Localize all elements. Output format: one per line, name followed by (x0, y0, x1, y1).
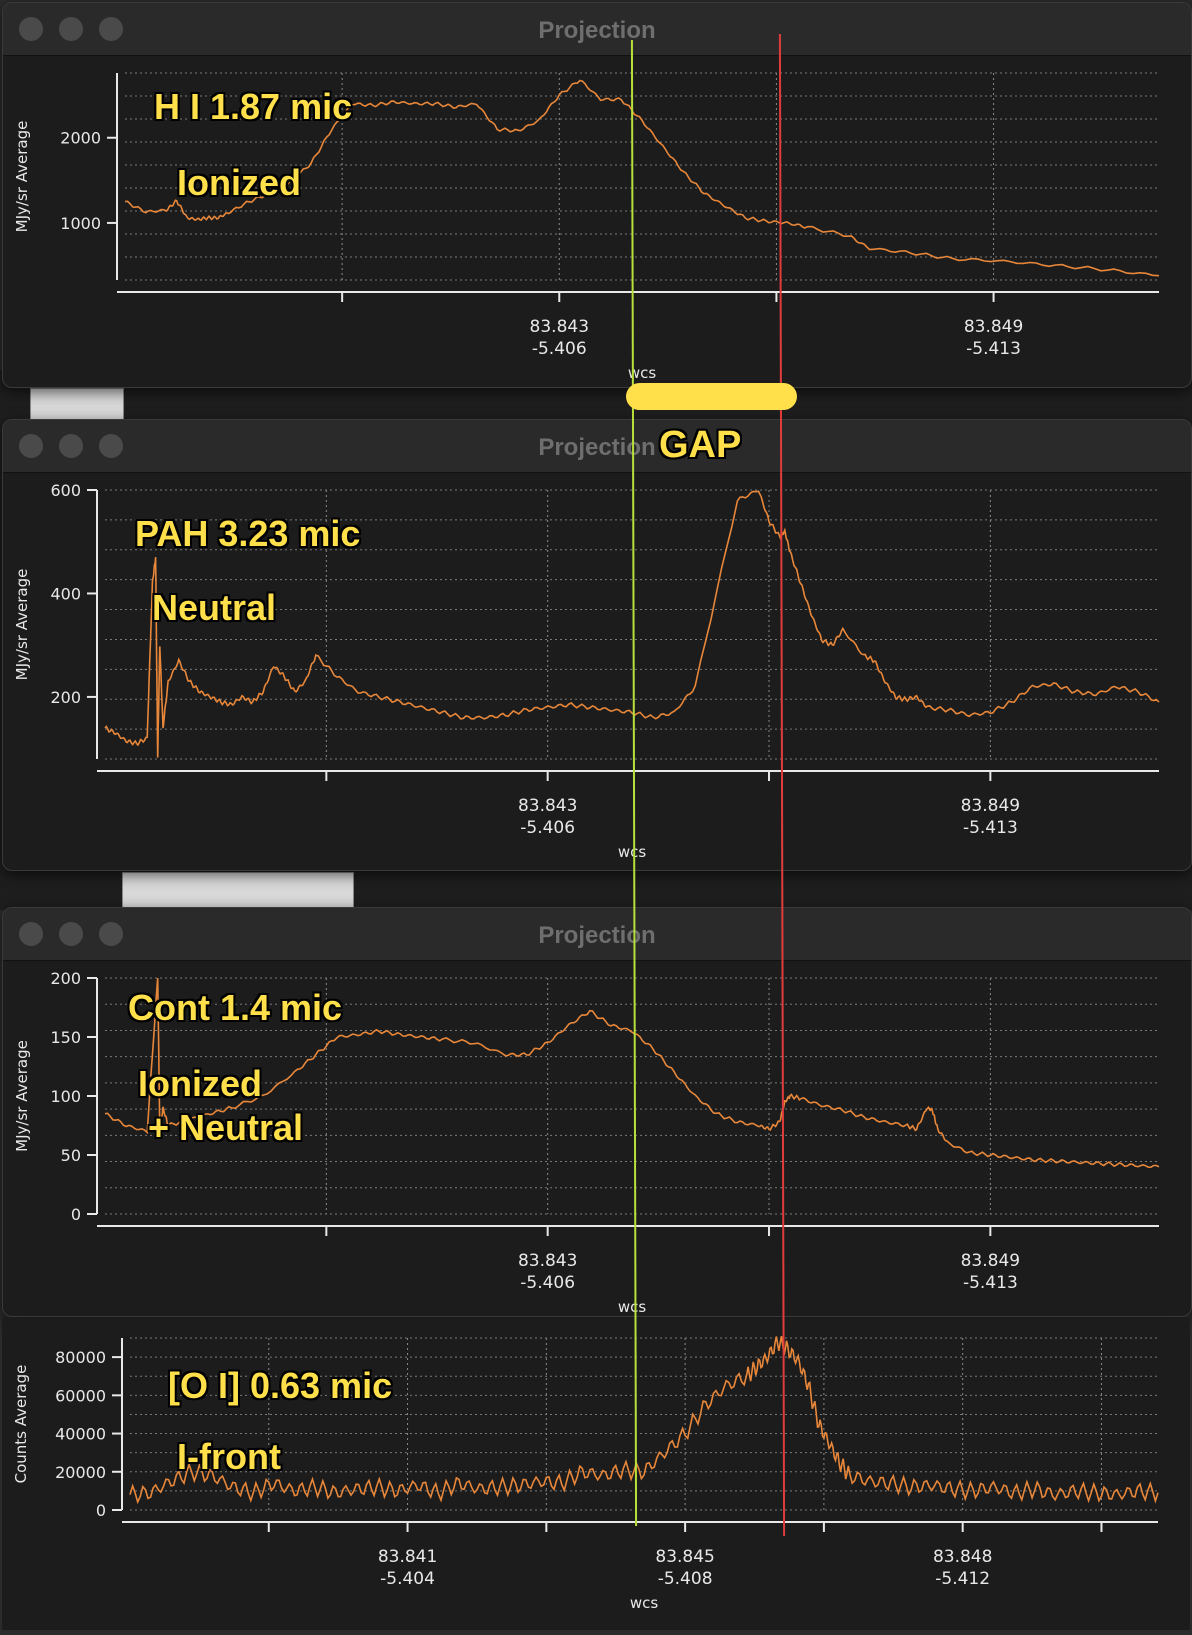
y-tick-label: 0 (71, 1205, 81, 1224)
y-tick-label: 1000 (60, 214, 101, 233)
zoom-button[interactable] (99, 17, 123, 41)
window-title: Projection (538, 922, 656, 949)
y-tick-label: 600 (50, 481, 81, 500)
close-button[interactable] (19, 17, 43, 41)
y-tick-label: 2000 (60, 129, 101, 148)
x-tick-label: -5.412 (935, 1569, 990, 1589)
y-axis-label: MJy/sr Average (13, 121, 31, 233)
data-series-line (104, 490, 1160, 758)
zoom-button[interactable] (99, 434, 123, 458)
minimize-button[interactable] (59, 434, 83, 458)
projection-window-2[interactable]: Projection 200 400 600 83.843 -5.406 83.849 -5… (2, 419, 1192, 871)
x-tick-label: -5.413 (966, 339, 1021, 359)
annotation-line-title: H I 1.87 mic (154, 86, 353, 127)
annotation-line-title: PAH 3.23 mic (135, 513, 361, 554)
x-axis-label: wcs (628, 364, 657, 382)
minimize-button[interactable] (59, 922, 83, 946)
window-title: Projection (538, 17, 656, 44)
x-tick-label: 83.849 (961, 796, 1020, 816)
chart-hi-1-87[interactable]: 1000 2000 83.843-5.406 83.849-5.413 wcs MJy/s… (3, 55, 1191, 385)
close-button[interactable] (19, 922, 43, 946)
data-series-line (104, 977, 1160, 1169)
y-tick-label: 200 (50, 688, 81, 707)
y-tick-label: 400 (50, 584, 81, 603)
y-tick-label: 100 (50, 1087, 81, 1106)
annotation-line-title: [O I] 0.63 mic (168, 1365, 393, 1406)
y-tick-label: 200 (50, 969, 81, 988)
x-tick-label: -5.404 (380, 1569, 435, 1589)
x-axis-label: wcs (618, 843, 647, 861)
annotation-line-state: Ionized (177, 162, 301, 203)
x-tick-label: 83.849 (961, 1251, 1020, 1271)
gap-bar (626, 383, 797, 410)
x-tick-label: -5.406 (520, 818, 575, 838)
minimize-button[interactable] (59, 17, 83, 41)
annotation-line-state: Neutral (152, 587, 277, 628)
data-series-line (129, 1335, 1159, 1505)
y-axis-label: MJy/sr Average (13, 569, 31, 681)
annotation-line-state: I-front (177, 1436, 281, 1477)
x-tick-label: -5.413 (963, 1273, 1018, 1293)
y-axis-label: Counts Average (12, 1365, 30, 1484)
y-axis-label: MJy/sr Average (13, 1040, 31, 1152)
y-tick-label: 40000 (55, 1425, 106, 1444)
projection-window-3[interactable]: Projection 0 50 100 150 200 83.843 -5.406 83.84… (2, 907, 1192, 1317)
chart-cont-1-4[interactable]: 0 50 100 150 200 83.843-5.406 83.849-5.413 wcs M… (3, 960, 1191, 1316)
annotation-line-state: Ionized + Neutral (138, 1063, 304, 1148)
close-button[interactable] (19, 434, 43, 458)
x-tick-label: -5.413 (963, 818, 1018, 838)
oi-plot-panel[interactable]: 0 20000 40000 60000 80000 83.841 -5.404 83.845-… (2, 1318, 1190, 1630)
y-tick-label: 0 (96, 1501, 106, 1520)
background-tile (122, 872, 354, 908)
zoom-button[interactable] (99, 922, 123, 946)
titlebar[interactable]: Projection (3, 908, 1191, 961)
x-tick-label: 83.843 (518, 796, 577, 816)
projection-window-1[interactable]: Projection 1000 2000 83.843 -5.406 83.849 -5.… (2, 2, 1192, 388)
data-series-line (124, 79, 1160, 277)
x-tick-label: -5.406 (532, 339, 587, 359)
chart-oi-0-63[interactable]: 02000040000600008000083.841-5.40483.845-… (2, 1318, 1190, 1630)
x-tick-label: 83.845 (655, 1547, 714, 1567)
titlebar[interactable]: Projection (3, 420, 1191, 473)
y-tick-label: 60000 (55, 1386, 106, 1405)
window-title: Projection (538, 434, 656, 461)
x-axis-label: wcs (630, 1594, 659, 1612)
x-axis-label: wcs (618, 1298, 647, 1314)
x-tick-label: -5.408 (658, 1569, 713, 1589)
y-tick-label: 50 (61, 1146, 81, 1165)
titlebar[interactable]: Projection (3, 3, 1191, 56)
y-tick-label: 150 (50, 1028, 81, 1047)
gap-label: GAP (659, 424, 742, 466)
background-tile (30, 388, 124, 422)
x-tick-label: 83.843 (518, 1251, 577, 1271)
y-tick-label: 80000 (55, 1348, 106, 1367)
x-tick-label: 83.841 (378, 1547, 437, 1567)
x-tick-label: 83.843 (530, 317, 589, 337)
annotation-line-title: Cont 1.4 mic (128, 987, 343, 1028)
x-tick-label: 83.848 (933, 1547, 992, 1567)
x-tick-label: -5.406 (520, 1273, 575, 1293)
x-tick-label: 83.849 (964, 317, 1023, 337)
y-tick-label: 20000 (55, 1463, 106, 1482)
